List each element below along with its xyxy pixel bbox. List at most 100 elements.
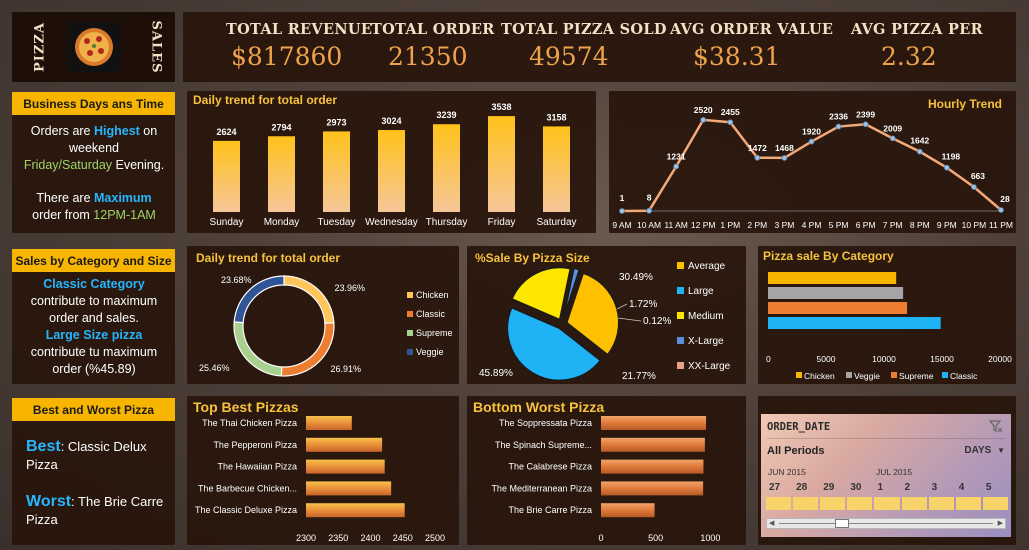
hourly-point-label: 1231 [667,151,686,161]
business-days-label: Business Days ans Time [12,92,175,115]
slicer-day-label: 2 [904,482,911,493]
slicer-day-cell[interactable]: 1 [873,482,900,512]
slicer-unit-label: DAYS [964,445,992,456]
slicer-day-label: 28 [796,482,808,493]
timeline-slicer[interactable]: ORDER_DATE All Periods DAYS ▼ JUN 2015 J… [761,414,1011,537]
hourly-category-label: 12 PM [691,220,716,230]
hourly-category-label: 11 PM [989,220,1013,230]
slicer-day-label: 3 [931,482,938,493]
clear-filter-icon[interactable] [988,419,1003,433]
category-legend-label: Supreme [899,371,934,381]
chevron-down-icon: ▼ [997,446,1005,455]
daily-category-label: Friday [488,217,516,228]
size-pie-slice [510,266,572,321]
daily-category-label: Tuesday [318,217,356,228]
hourly-point-label: 1468 [775,143,794,153]
worst-pizzas-chart: The Soppressata Pizza The Spinach Supreme… [491,416,720,543]
hourly-trend-chart: 1 9 AM 8 10 AM 1231 11 AM 2520 12 PM 2455 1 PM 147… [612,105,1013,230]
slicer-month-jun: JUN 2015 [768,467,806,477]
kpi-title-avg-pizza: AVG PIZZA PER [851,21,983,38]
daily-bar [323,131,350,212]
slicer-day-label: 4 [958,482,965,493]
hourly-point [835,123,842,130]
hourly-point-label: 2455 [721,107,740,117]
slicer-day-cell[interactable]: 30 [846,482,873,512]
size-legend-swatch [677,287,684,294]
hourly-trend-title: Hourly Trend [927,97,1002,111]
slicer-day-bar [901,497,927,510]
worst-svg-x-tick: 1000 [700,533,720,543]
hourly-category-label: 2 PM [747,220,767,230]
slicer-divider [767,438,1005,439]
hourly-category-label: 9 AM [612,220,631,230]
kpi-title-avg-order: AVG ORDER VALUE [670,21,834,38]
slicer-day-cell[interactable]: 2 [901,482,928,512]
donut-slice-label: 25.46% [199,363,230,373]
daily-bar [543,126,570,212]
best-worst-label: Best and Worst Pizza [12,398,175,421]
daily-category-label: Monday [264,217,300,228]
worst-svg-category-label: The Calabrese Pizza [508,462,592,472]
kpi-title-order: TOTAL ORDER [371,21,495,38]
slicer-day-label: 1 [877,482,883,493]
best-svg-bar [306,416,352,430]
hourly-point [781,155,788,161]
best-svg-x-tick: 2500 [425,533,445,543]
best-svg-bar [306,459,385,474]
best-svg-category-label: The Classic Deluxe Pizza [195,505,297,515]
slicer-unit-dropdown[interactable]: DAYS ▼ [964,445,1005,456]
donut-legend-swatch [407,349,413,355]
business-text-1: Orders are Highest on weekend Friday/Sat… [23,124,165,172]
slicer-scrollbar[interactable]: ◀ ▶ [766,518,1006,529]
category-x-tick: 10000 [872,354,896,364]
category-legend-swatch [942,372,948,378]
slicer-day-bar [928,497,954,510]
size-pie-label: 1.72% [629,299,657,310]
slicer-day-bar [847,497,873,510]
hourly-point [998,207,1004,213]
kpi-value-avg-pizza: 2.32 [881,42,937,71]
slicer-day-cell[interactable]: 28 [792,482,819,512]
slicer-day-cell[interactable]: 29 [819,482,846,512]
daily-bar [268,136,295,212]
slicer-days-row: 27 28 29 30 1 2 3 4 5 [765,482,1009,512]
logo-left-text: PIZZA [32,22,48,72]
business-insight-panel: Orders are Highest on weekend Friday/Sat… [12,115,175,233]
size-legend-label: Average [688,261,726,272]
slicer-day-cell[interactable]: 4 [955,482,982,512]
best-svg-bar [306,437,383,452]
hourly-point [727,119,734,126]
category-x-tick: 15000 [930,354,954,364]
category-legend-swatch [846,372,852,378]
slicer-day-label: 30 [850,482,862,493]
size-legend-label: XX-Large [688,361,731,372]
daily-bar-label: 2973 [326,117,346,127]
slicer-day-cell[interactable]: 3 [928,482,955,512]
slicer-day-cell[interactable]: 27 [765,482,792,512]
slicer-day-cell[interactable]: 5 [982,482,1009,512]
daily-trend-panel: Daily trend for total order 2624 Sunday 27… [187,91,596,233]
kpi-title-pizza-sold: TOTAL PIZZA SOLD [501,21,667,38]
slicer-day-bar [982,497,1008,510]
daily-bar [213,140,240,212]
daily-bar-label: 3239 [436,110,456,120]
best-text: Best: Classic Delux Pizza [26,438,147,472]
hourly-point-label: 2520 [694,105,713,115]
kpi-value-avg-order: $38.31 [693,42,781,71]
slicer-day-bar [820,497,846,510]
size-legend-swatch [677,312,684,319]
scroll-right-icon[interactable]: ▶ [997,520,1003,527]
size-legend-swatch [677,262,684,269]
scroll-left-icon[interactable]: ◀ [769,520,775,527]
category-x-tick: 20000 [988,354,1012,364]
kpi-panel: TOTAL REVENUE $817860 TOTAL ORDER 21350 … [183,12,1016,82]
size-legend-swatch [677,362,684,369]
hourly-point [808,138,815,145]
size-pie-title: %Sale By Pizza Size [475,251,590,265]
best-pizzas-chart: The Thai Chicken Pizza The Pepperoni Pizz… [195,416,445,543]
scroll-thumb[interactable] [835,519,849,528]
size-pie-label: 0.12% [643,316,671,327]
size-pie-label: 21.77% [622,371,656,382]
slicer-day-label: 5 [985,482,992,493]
hourly-point-label: 2399 [856,109,875,119]
